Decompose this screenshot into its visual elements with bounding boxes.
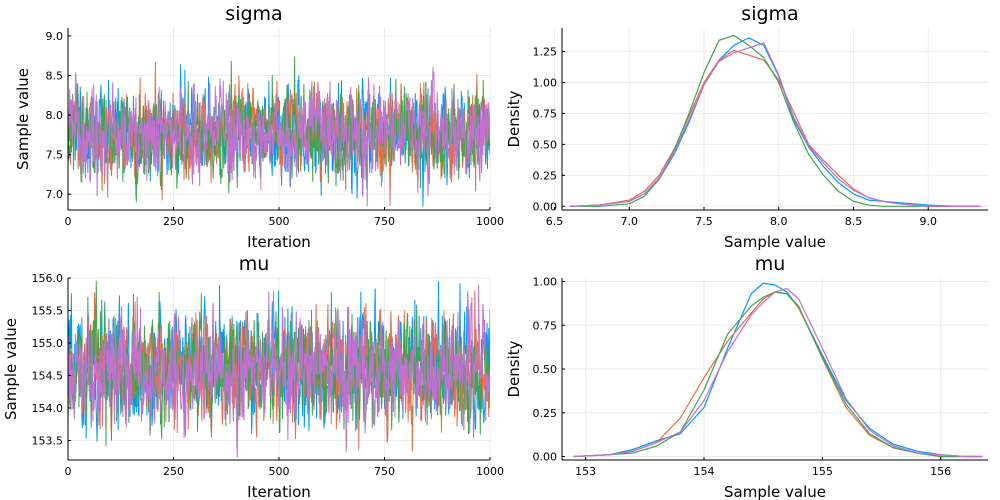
series-line-0: [569, 37, 981, 207]
y-tick-label: 1.00: [533, 76, 558, 89]
series-line-2: [569, 34, 981, 207]
y-axis-label: Sample value: [2, 318, 20, 420]
x-tick-label: 156: [930, 465, 951, 478]
y-axis-label: Density: [505, 340, 523, 397]
series-line-2: [573, 291, 983, 458]
y-tick-label: 155.0: [32, 337, 64, 350]
chart-title: sigma: [225, 3, 282, 25]
x-tick-label: 7.0: [621, 215, 639, 228]
y-tick-label: 0.75: [533, 107, 558, 120]
chart-title: mu: [239, 253, 270, 275]
x-tick-label: 1000: [476, 465, 504, 478]
y-tick-label: 7.0: [46, 188, 64, 201]
y-tick-label: 1.25: [533, 46, 558, 59]
series-line-3: [569, 42, 981, 207]
series-group: [68, 56, 490, 207]
y-tick-label: 156.0: [32, 272, 64, 285]
series-line-1: [573, 291, 983, 458]
x-axis-label: Sample value: [724, 233, 826, 251]
y-tick-label: 8.0: [46, 109, 64, 122]
x-tick-label: 153: [575, 465, 596, 478]
x-axis-label: Sample value: [724, 483, 826, 500]
x-tick-label: 750: [374, 465, 395, 478]
sigma-trace-panel: 0 250 500 750 1000 7.0 7.5 8.0 8.5 9.0 sigma Iterat…: [14, 3, 504, 251]
x-tick-label: 154: [694, 465, 715, 478]
y-tick-label: 0.00: [533, 200, 558, 213]
series-group: [569, 34, 981, 207]
mu-trace-panel: 0 250 500 750 1000 153.5 154.0 154.5 155.0 155.5 1…: [2, 253, 504, 500]
y-tick-label: 154.0: [32, 402, 64, 415]
y-tick-label: 154.5: [32, 370, 64, 383]
x-tick-label: 7.5: [695, 215, 713, 228]
x-tick-label: 9.0: [919, 215, 937, 228]
y-tick-label: 8.5: [46, 69, 64, 82]
x-tick-label: 155: [812, 465, 833, 478]
y-tick-label: 155.5: [32, 305, 64, 318]
series-group: [573, 282, 983, 458]
chart-title: mu: [755, 253, 786, 275]
series-line-1: [569, 49, 981, 207]
x-axis-label: Iteration: [247, 233, 311, 251]
y-tick-label: 0.50: [533, 138, 558, 151]
x-tick-label: 750: [374, 215, 395, 228]
y-tick-label: 0.25: [533, 169, 558, 182]
y-tick-label: 0.00: [533, 451, 558, 464]
x-tick-label: 500: [269, 465, 290, 478]
mu-density-panel: 153 154 155 156 0.00 0.25 0.50 0.75 1.00 mu Sample…: [505, 253, 988, 500]
y-tick-label: 7.5: [46, 149, 64, 162]
y-axis-label: Sample value: [14, 68, 32, 170]
x-tick-label: 0: [65, 215, 72, 228]
y-tick-label: 0.25: [533, 407, 558, 420]
x-tick-label: 8.0: [770, 215, 788, 228]
y-tick-label: 9.0: [46, 30, 64, 43]
x-tick-label: 8.5: [845, 215, 863, 228]
x-tick-label: 250: [163, 465, 184, 478]
series-line-3: [68, 66, 490, 207]
x-axis-label: Iteration: [247, 483, 311, 500]
series-line-3: [68, 284, 490, 458]
series-line-3: [573, 287, 983, 458]
x-tick-label: 250: [163, 215, 184, 228]
series-group: [68, 280, 490, 458]
y-tick-label: 0.50: [533, 363, 558, 376]
x-tick-label: 0: [65, 465, 72, 478]
chart-title: sigma: [741, 3, 798, 25]
y-tick-label: 1.00: [533, 276, 558, 289]
x-tick-label: 500: [269, 215, 290, 228]
y-axis-label: Density: [505, 90, 523, 147]
y-tick-label: 153.5: [32, 435, 64, 448]
sigma-density-panel: 6.5 7.0 7.5 8.0 8.5 9.0 0.00 0.25 0.50 0.75 1.00 1.…: [505, 3, 988, 251]
x-tick-label: 1000: [476, 215, 504, 228]
x-tick-label: 6.5: [546, 215, 564, 228]
series-line-0: [573, 282, 983, 458]
y-tick-label: 0.75: [533, 319, 558, 332]
